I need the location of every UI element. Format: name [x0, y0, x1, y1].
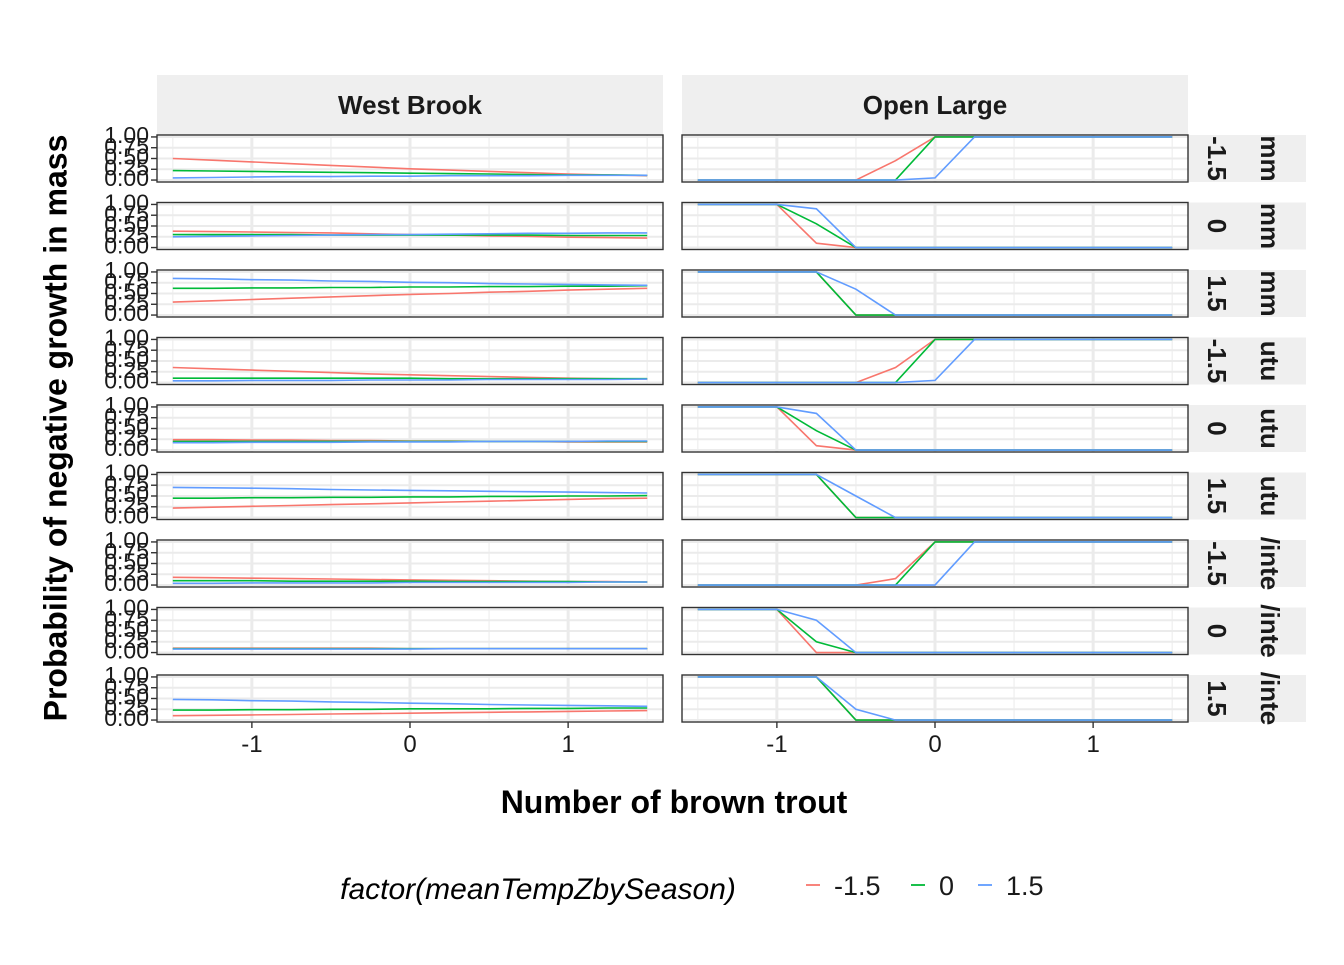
legend-label: 1.5 [1006, 871, 1044, 901]
x-tick-label: -1 [241, 731, 262, 758]
x-tick-label: 0 [928, 731, 941, 758]
legend-entry: 1.5 [978, 871, 1044, 901]
y-tick-label: 1.00 [104, 527, 149, 553]
row-strip-season: mm [1255, 270, 1285, 316]
legend-entry: -1.5 [806, 871, 881, 901]
facet-panel [682, 540, 1188, 587]
row-strip-value: 0 [1202, 421, 1232, 435]
row-strip-season: mm [1255, 203, 1285, 249]
column-strip-label: West Brook [338, 90, 483, 120]
y-tick-label: 1.00 [104, 595, 149, 621]
row-strip-value: -1.5 [1202, 541, 1232, 586]
facet-panel: 0.000.250.500.751.00 [104, 325, 663, 394]
x-tick-label: 0 [403, 731, 416, 758]
facet-panel [682, 270, 1188, 317]
row-strip-value: 1.5 [1202, 478, 1232, 514]
facet-panel [682, 338, 1188, 385]
row-strip-value: 0 [1202, 219, 1232, 233]
y-tick-label: 1.00 [104, 662, 149, 688]
facet-panel [682, 473, 1188, 520]
y-axis-label: Probability of negative growth in mass [37, 135, 73, 722]
facet-panel: 0.000.250.500.751.00 [104, 392, 663, 461]
y-tick-label: 1.00 [104, 460, 149, 486]
row-strip-season: utu [1255, 408, 1285, 448]
facet-panel: 0.000.250.500.751.00 [104, 595, 663, 664]
series-line [173, 582, 647, 583]
row-strip-season: /inte [1255, 672, 1285, 725]
legend-entry: 0 [911, 871, 954, 901]
row-strip-season: utu [1255, 341, 1285, 381]
y-tick-label: 1.00 [104, 257, 149, 283]
row-strip-value: -1.5 [1202, 339, 1232, 384]
y-tick-label: 1.00 [104, 122, 149, 148]
facet-panel: 0.000.250.500.751.00 [104, 190, 663, 259]
facet-panel [682, 135, 1188, 182]
series-line [173, 378, 647, 379]
legend-label: -1.5 [834, 871, 881, 901]
x-axis-label: Number of brown trout [501, 784, 848, 820]
facet-panel [682, 203, 1188, 250]
y-tick-label: 1.00 [104, 190, 149, 216]
legend-title: factor(meanTempZbySeason) [340, 873, 736, 906]
facet-panel: 0.000.250.500.751.00 [104, 257, 663, 326]
legend-label: 0 [939, 871, 954, 901]
row-strip-season: mm [1255, 135, 1285, 181]
facet-panel: 0.000.250.500.751.00 [104, 460, 663, 529]
row-strip-season: utu [1255, 476, 1285, 516]
facet-panel: -1 0 1 [682, 675, 1188, 758]
facet-panel: 0.000.250.500.751.00 [104, 527, 663, 596]
column-strip-label: Open Large [863, 90, 1007, 120]
row-strip-value: -1.5 [1202, 136, 1232, 181]
x-tick-label: -1 [766, 731, 787, 758]
x-tick-label: 1 [561, 731, 574, 758]
x-tick-label: 1 [1086, 731, 1099, 758]
facet-panel [682, 608, 1188, 655]
y-tick-label: 1.00 [104, 392, 149, 418]
row-strip-season: /inte [1255, 604, 1285, 657]
row-strip-value: 1.5 [1202, 680, 1232, 716]
y-tick-label: 1.00 [104, 325, 149, 351]
facet-panel [682, 405, 1188, 452]
row-strip-value: 0 [1202, 624, 1232, 638]
row-strip-value: 1.5 [1202, 275, 1232, 311]
row-strip-season: /inte [1255, 537, 1285, 590]
